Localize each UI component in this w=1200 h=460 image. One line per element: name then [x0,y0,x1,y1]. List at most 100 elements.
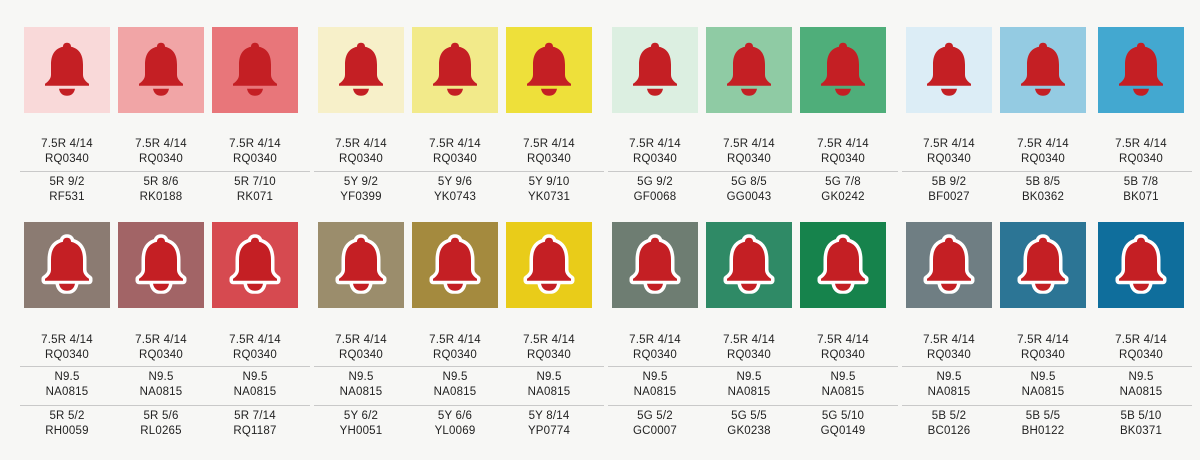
background-color-code: 5Y 6/2 [343,410,379,422]
background-color-code: 5G 9/2 [637,176,673,188]
background-color-number: RF531 [49,191,85,203]
symbol-color-number: RQ0340 [926,153,972,165]
bell-icon [727,42,771,96]
outline-color-code: N9.5 [830,371,856,383]
color-swatch [800,27,886,113]
background-color-number: YH0051 [339,425,383,437]
color-swatch [1098,222,1184,308]
symbol-color-number: RQ0340 [432,349,478,361]
color-swatch [318,222,404,308]
symbol-color-code: 7.5R 4/14 [41,334,93,346]
color-swatch [412,222,498,308]
color-swatch [1000,27,1086,113]
background-color-number: GF0068 [633,191,677,203]
symbol-color-number: RQ0340 [526,349,572,361]
symbol-color-number: RQ0340 [232,349,278,361]
outline-color-code: N9.5 [54,371,80,383]
symbol-color-number: RQ0340 [1020,349,1066,361]
background-color-code: 5R 5/2 [49,410,85,422]
background-color-code: 5B 7/8 [1123,176,1159,188]
symbol-color-code: 7.5R 4/14 [723,334,775,346]
bell-icon [633,42,677,96]
bell-icon [1115,234,1167,294]
row-divider [20,405,310,406]
bell-icon [923,234,975,294]
symbol-color-number: RQ0340 [726,349,772,361]
symbol-color-code: 7.5R 4/14 [1017,138,1069,150]
bell-icon [723,234,775,294]
background-color-number: BH0122 [1021,425,1065,437]
symbol-color-code: 7.5R 4/14 [1115,334,1167,346]
background-color-number: BC0126 [927,425,971,437]
symbol-color-code: 7.5R 4/14 [41,138,93,150]
row-divider [902,171,1192,172]
color-swatch [1098,27,1184,113]
symbol-color-number: RQ0340 [138,153,184,165]
symbol-color-code: 7.5R 4/14 [135,138,187,150]
background-color-code: 5B 5/2 [931,410,967,422]
symbol-color-code: 7.5R 4/14 [817,334,869,346]
outline-color-number: NA0815 [927,386,971,398]
symbol-color-code: 7.5R 4/14 [923,138,975,150]
color-swatch [906,222,992,308]
background-color-code: 5B 8/5 [1025,176,1061,188]
bell-icon [429,234,481,294]
color-swatch [318,27,404,113]
background-color-number: GQ0149 [820,425,866,437]
symbol-color-code: 7.5R 4/14 [723,138,775,150]
symbol-color-code: 7.5R 4/14 [629,138,681,150]
symbol-color-code: 7.5R 4/14 [629,334,681,346]
color-swatch [118,27,204,113]
outline-color-code: N9.5 [642,371,668,383]
symbol-color-number: RQ0340 [820,349,866,361]
background-color-number: YL0069 [434,425,476,437]
background-color-number: YK0731 [527,191,571,203]
symbol-color-number: RQ0340 [1118,153,1164,165]
color-swatch [24,222,110,308]
background-color-number: BK0362 [1021,191,1065,203]
background-color-code: 5G 5/2 [637,410,673,422]
symbol-color-code: 7.5R 4/14 [1115,138,1167,150]
background-color-number: GK0238 [727,425,771,437]
symbol-color-code: 7.5R 4/14 [923,334,975,346]
symbol-color-number: RQ0340 [338,153,384,165]
bell-icon [821,42,865,96]
background-color-code: 5G 5/5 [731,410,767,422]
background-color-code: 5Y 6/6 [437,410,473,422]
bell-icon [233,42,277,96]
bell-icon [139,42,183,96]
background-color-code: 5Y 8/14 [528,410,570,422]
symbol-color-number: RQ0340 [44,349,90,361]
color-swatch [412,27,498,113]
row-divider [608,366,898,367]
outline-color-number: NA0815 [45,386,89,398]
symbol-color-code: 7.5R 4/14 [229,334,281,346]
row-divider [314,171,604,172]
color-swatch [1000,222,1086,308]
background-color-code: 5Y 9/2 [343,176,379,188]
bell-icon [41,234,93,294]
row-divider [314,405,604,406]
background-color-number: BK071 [1123,191,1159,203]
outline-color-code: N9.5 [242,371,268,383]
bell-icon [817,234,869,294]
symbol-color-code: 7.5R 4/14 [1017,334,1069,346]
symbol-color-number: RQ0340 [1020,153,1066,165]
bell-icon [45,42,89,96]
color-swatch [612,27,698,113]
background-color-code: 5B 5/5 [1025,410,1061,422]
background-color-code: 5Y 9/10 [528,176,570,188]
color-swatch [506,222,592,308]
outline-color-code: N9.5 [442,371,468,383]
outline-color-number: NA0815 [233,386,277,398]
row-divider [902,405,1192,406]
outline-color-number: NA0815 [727,386,771,398]
bell-icon [1017,234,1069,294]
background-color-number: YK0743 [433,191,477,203]
outline-color-number: NA0815 [1021,386,1065,398]
symbol-color-number: RQ0340 [632,349,678,361]
symbol-color-code: 7.5R 4/14 [429,138,481,150]
background-color-code: 5G 5/10 [821,410,865,422]
outline-color-code: N9.5 [1128,371,1154,383]
symbol-color-number: RQ0340 [232,153,278,165]
